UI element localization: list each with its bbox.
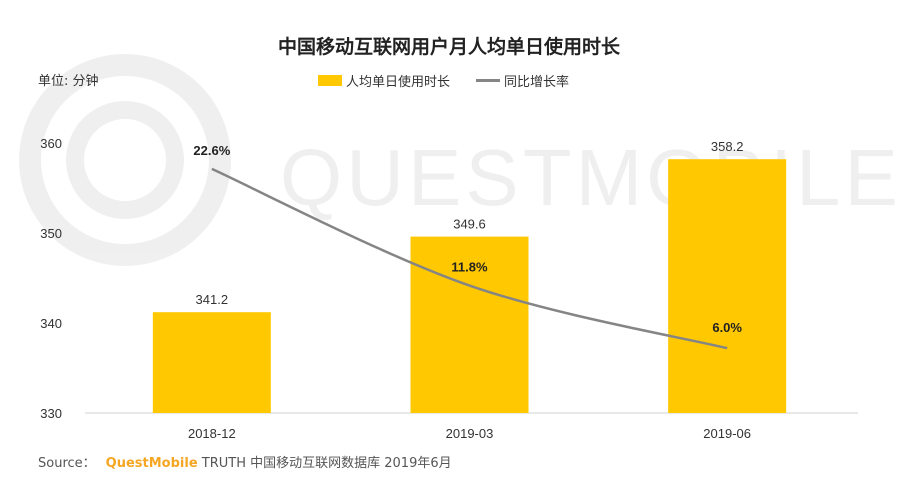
y-tick-label: 340 <box>40 316 62 331</box>
legend: 人均单日使用时长 同比增长率 <box>318 71 569 90</box>
y-tick-label: 330 <box>40 406 62 421</box>
bar-value-label: 341.2 <box>196 292 229 307</box>
source-label: Source： <box>38 456 96 471</box>
bar-value-label: 358.2 <box>711 139 744 154</box>
line-value-label: 11.8% <box>451 260 488 275</box>
x-tick-label: 2019-06 <box>703 426 751 441</box>
bar-value-label: 349.6 <box>453 217 486 232</box>
growth-rate-line <box>211 167 728 350</box>
chart-title: 中国移动互联网用户月人均单日使用时长 <box>277 36 620 58</box>
y-axis-unit: 单位: 分钟 <box>38 74 99 89</box>
y-tick-label: 360 <box>40 136 62 151</box>
legend-line-label: 同比增长率 <box>504 75 570 90</box>
bar <box>410 236 529 413</box>
legend-bar-swatch <box>318 75 342 86</box>
y-tick-label: 350 <box>40 226 62 241</box>
line-value-label: 22.6% <box>193 143 230 158</box>
x-tick-label: 2019-03 <box>446 426 494 441</box>
legend-bar-label: 人均单日使用时长 <box>346 75 451 90</box>
bar <box>668 159 787 413</box>
svg-text:QUESTMOBILE: QUESTMOBILE <box>280 133 898 222</box>
x-tick-label: 2018-12 <box>188 426 236 441</box>
legend-line-swatch <box>476 79 501 82</box>
watermark: QUESTMOBILE <box>19 54 898 266</box>
bar <box>152 312 271 413</box>
source-note: Source： QuestMobile TRUTH 中国移动互联网数据库 2019… <box>38 452 452 471</box>
line-value-label: 6.0% <box>712 320 742 335</box>
source-brand: QuestMobile <box>105 456 198 471</box>
source-text: TRUTH 中国移动互联网数据库 2019年6月 <box>201 456 452 471</box>
